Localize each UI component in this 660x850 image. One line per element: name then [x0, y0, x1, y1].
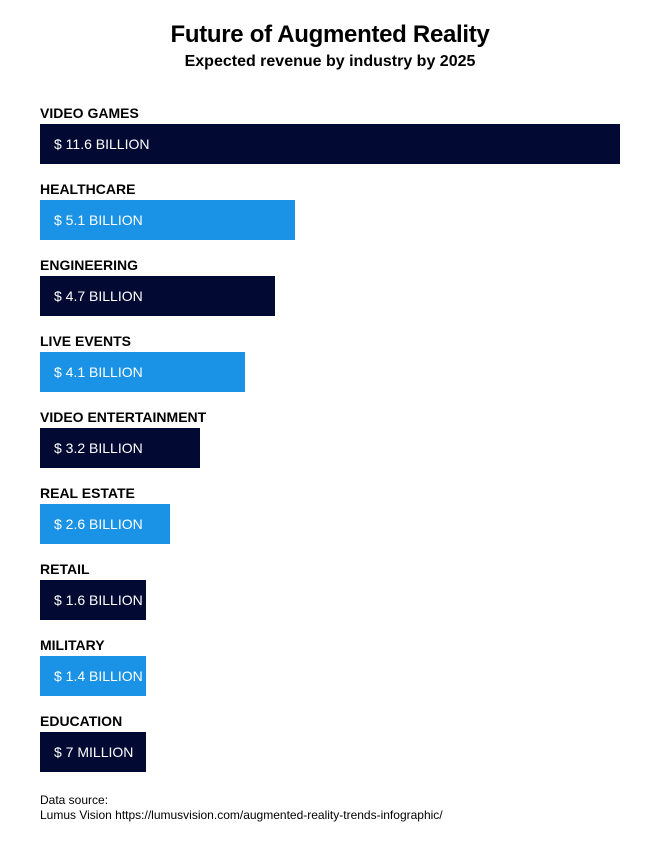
bar-row: ENGINEERING $ 4.7 BILLION: [40, 256, 620, 316]
data-source: Data source: Lumus Vision https://lumusv…: [40, 793, 443, 823]
data-source-label: Data source:: [40, 793, 109, 807]
category-label: LIVE EVENTS: [40, 333, 132, 349]
bar-value-label: $ 4.7 BILLION: [54, 288, 143, 304]
bar-value-label: $ 2.6 BILLION: [54, 516, 143, 532]
bar: $ 3.2 BILLION: [40, 428, 200, 468]
bar: $ 7 MILLION: [40, 732, 146, 772]
bar: $ 5.1 BILLION: [40, 200, 295, 240]
bar-value-label: $ 1.6 BILLION: [54, 592, 143, 608]
bar-value-label: $ 4.1 BILLION: [54, 364, 143, 380]
category-label: RETAIL: [40, 561, 90, 577]
bar-row: VIDEO ENTERTAINMENT $ 3.2 BILLION: [40, 408, 620, 468]
bar-value-label: $ 11.6 BILLION: [54, 136, 150, 152]
bar: $ 4.7 BILLION: [40, 276, 275, 316]
bar: $ 4.1 BILLION: [40, 352, 245, 392]
bar-row: MILITARY $ 1.4 BILLION: [40, 636, 620, 696]
category-label: VIDEO ENTERTAINMENT: [40, 409, 207, 425]
bar-row: EDUCATION $ 7 MILLION: [40, 712, 620, 772]
bar: $ 1.4 BILLION: [40, 656, 146, 696]
bar-row: HEALTHCARE $ 5.1 BILLION: [40, 180, 620, 240]
bar: $ 1.6 BILLION: [40, 580, 146, 620]
category-label: HEALTHCARE: [40, 181, 136, 197]
bar-value-label: $ 5.1 BILLION: [54, 212, 143, 228]
bar: $ 11.6 BILLION: [40, 124, 620, 164]
bar-row: LIVE EVENTS $ 4.1 BILLION: [40, 332, 620, 392]
bar-value-label: $ 3.2 BILLION: [54, 440, 143, 456]
bar-value-label: $ 7 MILLION: [54, 744, 134, 760]
bar-row: VIDEO GAMES $ 11.6 BILLION: [40, 104, 620, 164]
bar-value-label: $ 1.4 BILLION: [54, 668, 143, 684]
category-label: EDUCATION: [40, 713, 123, 729]
bar-chart: VIDEO GAMES $ 11.6 BILLION HEALTHCARE $ 5.1…: [40, 104, 620, 780]
chart-subtitle: Expected revenue by industry by 2025: [184, 53, 476, 70]
data-source-text: Lumus Vision https://lumusvision.com/aug…: [40, 808, 443, 822]
bar: $ 2.6 BILLION: [40, 504, 170, 544]
category-label: MILITARY: [40, 637, 105, 653]
category-label: REAL ESTATE: [40, 485, 135, 501]
category-label: ENGINEERING: [40, 257, 139, 273]
category-label: VIDEO GAMES: [40, 105, 139, 121]
bar-row: REAL ESTATE $ 2.6 BILLION: [40, 484, 620, 544]
bar-row: RETAIL $ 1.6 BILLION: [40, 560, 620, 620]
chart-title: Future of Augmented Reality: [170, 21, 490, 48]
